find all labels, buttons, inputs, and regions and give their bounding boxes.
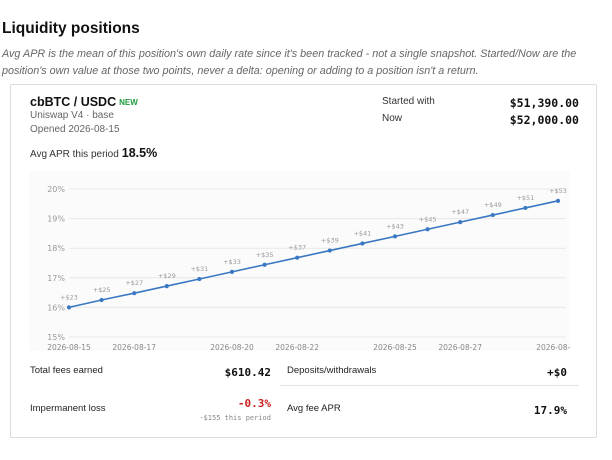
fee-data-label: +$39	[321, 237, 339, 245]
fee-data-label: +$25	[93, 286, 111, 294]
apr-data-point	[99, 297, 104, 303]
apr-data-point	[555, 198, 561, 203]
fee-data-label: +$29	[158, 272, 176, 280]
apr-data-point	[164, 283, 169, 289]
avg-apr: Avg APR this period 18.5%	[30, 144, 157, 162]
x-tick-label: 2026-08-15	[47, 343, 91, 351]
venue-label: Uniswap V4 · base	[30, 110, 114, 121]
apr-data-point	[197, 276, 202, 282]
apr-chart-svg: 15% 16% 17% 18% 19% 20% 2026-08-15 2026-08-17 20…	[47, 185, 570, 351]
x-tick-label: 2026-08-25	[373, 343, 417, 351]
x-tick-label: 2026-08-30	[536, 343, 570, 351]
apr-data-point	[132, 291, 137, 296]
apr-data-point	[262, 262, 267, 267]
apr-data-point	[490, 212, 495, 218]
deposits-value: +$0	[547, 366, 567, 379]
apr-data-point	[66, 305, 72, 310]
total-fees-value: $610.42	[224, 366, 271, 379]
apr-data-point	[425, 227, 430, 232]
x-tick-label: 2026-08-17	[112, 343, 156, 351]
apr-series-line	[68, 200, 559, 309]
fee-data-label: +$33	[223, 258, 241, 266]
apr-chart: 15% 16% 17% 18% 19% 20% 2026-08-15 2026-08-17 20…	[29, 171, 570, 351]
fee-data-label: +$23	[60, 293, 78, 301]
stats-divider	[280, 385, 579, 386]
fee-apr-label: Avg fee APR	[287, 403, 341, 414]
pair-name: cbBTC / USDC	[30, 95, 117, 109]
fee-data-label: +$49	[484, 201, 502, 209]
fee-data-label: +$47	[451, 208, 469, 216]
impermanent-loss-amount: -$155 this period	[199, 414, 271, 422]
fee-data-label: +$53	[549, 187, 567, 195]
y-tick-label: 16%	[47, 303, 65, 312]
deposits-label: Deposits/withdrawals	[287, 365, 377, 376]
started-label: Started with	[382, 96, 435, 107]
apr-data-point	[523, 205, 528, 211]
total-fees-label: Total fees earned	[30, 365, 103, 376]
pair-heading: cbBTC / USDC NEW	[30, 95, 138, 109]
apr-data-point	[392, 234, 398, 239]
fee-data-label: +$45	[419, 215, 437, 223]
fee-apr-value: 17.9%	[533, 404, 567, 417]
apr-data-point	[327, 248, 332, 253]
x-tick-label: 2026-08-20	[210, 343, 254, 351]
impermanent-loss-label: Impermanent loss	[30, 403, 106, 414]
apr-data-point	[295, 255, 300, 260]
now-label: Now	[382, 113, 403, 124]
fee-data-label: +$41	[353, 229, 371, 237]
opened-date: Opened 2026-08-15	[30, 124, 120, 135]
new-badge: NEW	[119, 98, 138, 107]
x-tick-label: 2026-08-27	[438, 343, 482, 351]
fee-data-label: +$51	[516, 194, 534, 202]
impermanent-loss-value: -0.3%	[237, 397, 271, 410]
x-tick-label: 2026-08-22	[275, 343, 319, 351]
apr-data-point	[229, 269, 235, 274]
y-tick-label: 17%	[47, 274, 65, 283]
started-value: $51,390.00	[509, 96, 579, 110]
fee-data-label: +$43	[386, 222, 404, 230]
fee-data-label: +$35	[256, 251, 274, 259]
intro-note: Avg APR is the mean of this position's o…	[2, 48, 577, 77]
apr-data-point	[360, 241, 365, 246]
avg-apr-value: 18.5%	[121, 146, 158, 160]
fee-data-label: +$31	[190, 265, 208, 273]
y-tick-label: 19%	[47, 215, 65, 224]
apr-data-point	[458, 220, 463, 225]
now-value: $52,000.00	[509, 113, 579, 127]
y-tick-label: 15%	[47, 333, 65, 342]
avg-apr-label: Avg APR this period	[30, 149, 119, 160]
page-title: Liquidity positions	[2, 20, 140, 37]
fee-data-label: +$37	[288, 244, 306, 252]
fee-data-label: +$27	[125, 279, 143, 287]
y-tick-label: 18%	[47, 244, 65, 253]
position-card: cbBTC / USDC NEW Uniswap V4 · base Opened…	[10, 84, 597, 438]
y-tick-label: 20%	[47, 185, 65, 194]
